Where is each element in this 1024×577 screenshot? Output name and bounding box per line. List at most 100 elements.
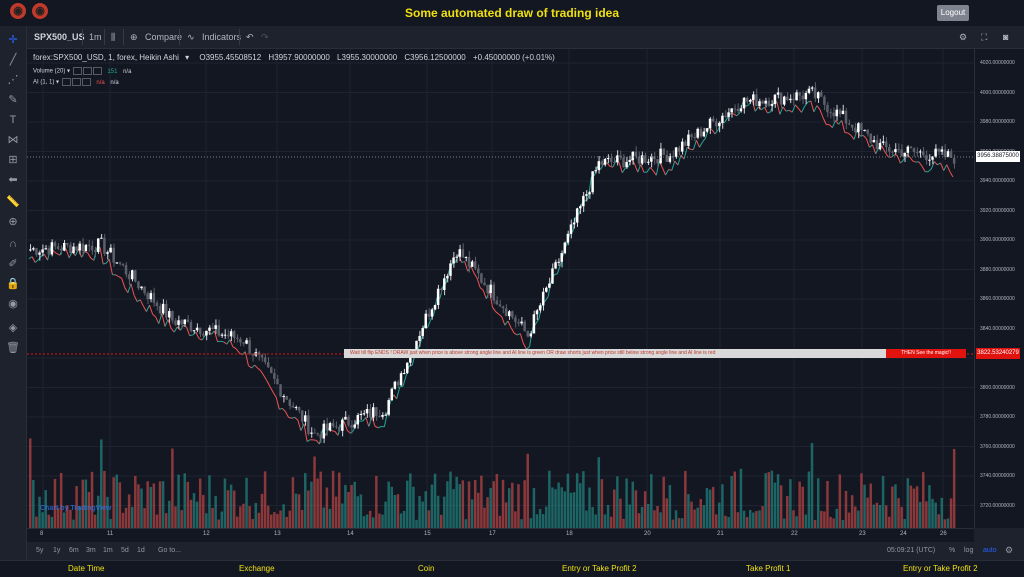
text-icon[interactable]: T bbox=[5, 112, 21, 128]
candlestick-chart[interactable] bbox=[27, 49, 974, 528]
volume-bar bbox=[514, 511, 516, 528]
eye-toggle-icon[interactable] bbox=[73, 67, 82, 75]
redo-icon[interactable]: ↷ bbox=[261, 32, 269, 43]
legend-symbol[interactable]: forex:SPX500_USD, 1, forex, Heikin Ashi bbox=[33, 53, 179, 62]
volume-bar bbox=[323, 508, 325, 528]
candle-body bbox=[644, 155, 646, 162]
time-tick: 26 bbox=[940, 531, 947, 537]
volume-label[interactable]: Volume (20) bbox=[33, 69, 65, 75]
candle-body bbox=[471, 262, 473, 267]
candle-body bbox=[573, 223, 575, 225]
eye-icon[interactable]: ◉ bbox=[5, 296, 21, 312]
footer-coin[interactable]: Coin bbox=[418, 564, 434, 573]
candle-body bbox=[468, 257, 470, 267]
stay-drawing-icon[interactable]: ✐ bbox=[5, 256, 21, 272]
ai-line-segment bbox=[279, 408, 282, 409]
candle-body bbox=[459, 249, 461, 257]
volume-bar bbox=[551, 487, 553, 528]
fib-icon[interactable]: ⋰ bbox=[5, 72, 21, 88]
range-6m[interactable]: 6m bbox=[69, 547, 79, 554]
arrow-icon[interactable]: ⬅ bbox=[5, 172, 21, 188]
volume-bar bbox=[601, 479, 603, 528]
log-toggle[interactable]: log bbox=[964, 547, 973, 554]
ai-line-segment bbox=[696, 140, 699, 147]
eye-toggle-icon[interactable] bbox=[62, 78, 71, 86]
close-toggle-icon[interactable] bbox=[93, 67, 102, 75]
ai-line-segment bbox=[35, 260, 38, 263]
prediction-icon[interactable]: ⊞ bbox=[5, 152, 21, 168]
range-1m[interactable]: 1m bbox=[103, 547, 113, 554]
toolbar-divider bbox=[123, 29, 124, 45]
lock-icon[interactable]: 🔒 bbox=[5, 276, 21, 292]
candle-body bbox=[786, 97, 788, 101]
ai-line-segment bbox=[746, 105, 749, 107]
tradingview-watermark[interactable]: Chart by TradingView bbox=[40, 505, 111, 512]
zoom-icon[interactable]: ⊕ bbox=[5, 214, 21, 230]
volume-bar bbox=[808, 472, 810, 528]
range-1y[interactable]: 1y bbox=[53, 547, 60, 554]
volume-bar bbox=[375, 476, 377, 528]
trendline-icon[interactable]: ╱ bbox=[5, 52, 21, 68]
goto-button[interactable]: Go to... bbox=[158, 547, 181, 554]
trading-idea-annotation[interactable]: Wait till flip ENDS ! DRAW just when pri… bbox=[344, 349, 886, 358]
chart-pane[interactable] bbox=[27, 49, 974, 528]
symbol-search[interactable]: SPX500_US bbox=[34, 32, 85, 42]
settings-icon[interactable]: ⚙ bbox=[959, 32, 967, 43]
undo-icon[interactable]: ↶ bbox=[246, 32, 254, 43]
snapshot-icon[interactable]: ◙ bbox=[1003, 32, 1008, 42]
footer-entry-tp2-b[interactable]: Entry or Take Profit 2 bbox=[903, 564, 978, 573]
clock-label[interactable]: 05:09:21 (UTC) bbox=[887, 547, 935, 554]
crosshair-icon[interactable]: ✛ bbox=[5, 32, 21, 48]
volume-bar bbox=[811, 443, 813, 528]
ruler-icon[interactable]: 📏 bbox=[5, 194, 21, 210]
compare-button[interactable]: Compare bbox=[145, 32, 182, 42]
volume-bar bbox=[780, 485, 782, 528]
logout-button[interactable]: Logout bbox=[937, 5, 969, 21]
interval-button[interactable]: 1m bbox=[89, 32, 102, 42]
ai-line-segment bbox=[304, 424, 307, 442]
close-toggle-icon[interactable] bbox=[82, 78, 91, 86]
toolbar-divider bbox=[179, 29, 180, 45]
settings-icon[interactable]: ⚙ bbox=[1005, 545, 1013, 556]
candle-body bbox=[486, 285, 488, 293]
footer-entry-tp2[interactable]: Entry or Take Profit 2 bbox=[562, 564, 637, 573]
settings-toggle-icon[interactable] bbox=[83, 67, 92, 75]
percent-toggle[interactable]: % bbox=[949, 547, 955, 554]
trash-icon[interactable]: 🗑 bbox=[5, 340, 21, 356]
range-5d[interactable]: 5d bbox=[121, 547, 129, 554]
time-axis[interactable] bbox=[27, 528, 974, 543]
volume-bar bbox=[530, 518, 532, 528]
candle-body bbox=[301, 410, 303, 421]
layers-icon[interactable]: ◈ bbox=[5, 320, 21, 336]
fullscreen-icon[interactable]: ⛶ bbox=[981, 32, 987, 43]
ai-line-segment bbox=[267, 381, 270, 387]
drawing-toolbar: ✛ ╱ ⋰ ✎ T ⋈ ⊞ ⬅ 📏 ⊕ ∩ ✐ 🔒 ◉ ◈ 🗑 bbox=[0, 26, 27, 560]
volume-bar bbox=[619, 499, 621, 528]
range-5y[interactable]: 5y bbox=[36, 547, 43, 554]
candle-body bbox=[100, 238, 102, 239]
volume-bar bbox=[734, 472, 736, 528]
candle-body bbox=[746, 98, 748, 102]
settings-toggle-icon[interactable] bbox=[72, 78, 81, 86]
ai-label[interactable]: AI (1, 1) bbox=[33, 80, 54, 86]
ai-line-segment bbox=[332, 431, 335, 432]
volume-bar bbox=[128, 494, 130, 528]
candle-body bbox=[350, 425, 352, 427]
footer-date-time[interactable]: Date Time bbox=[68, 564, 104, 573]
volume-bar bbox=[304, 473, 306, 528]
volume-bar bbox=[341, 504, 343, 528]
magnet-icon[interactable]: ∩ bbox=[5, 236, 21, 252]
range-3m[interactable]: 3m bbox=[86, 547, 96, 554]
brush-icon[interactable]: ✎ bbox=[5, 92, 21, 108]
chart-type-icon[interactable]: ⫼ bbox=[111, 32, 115, 43]
auto-toggle[interactable]: auto bbox=[983, 547, 997, 554]
volume-bar bbox=[230, 485, 232, 528]
candle-body bbox=[239, 339, 241, 342]
footer-tp1[interactable]: Take Profit 1 bbox=[746, 564, 790, 573]
indicators-button[interactable]: Indicators bbox=[202, 32, 241, 42]
range-1d[interactable]: 1d bbox=[137, 547, 145, 554]
legend-high: H3957.90000000 bbox=[268, 53, 329, 62]
footer-exchange[interactable]: Exchange bbox=[239, 564, 275, 573]
pattern-icon[interactable]: ⋈ bbox=[5, 132, 21, 148]
